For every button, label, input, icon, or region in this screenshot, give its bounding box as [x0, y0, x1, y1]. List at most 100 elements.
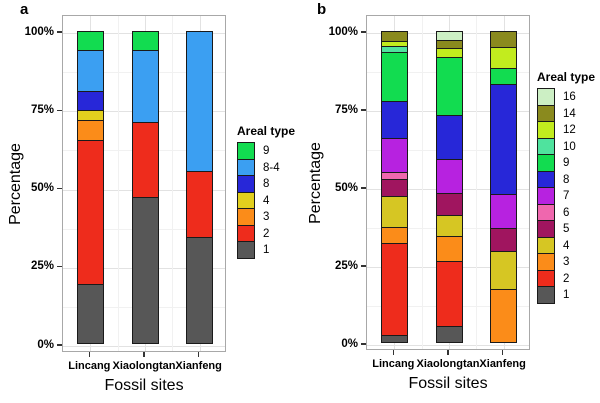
- legend-label-4: 4: [263, 194, 270, 207]
- legend-swatch-4: [537, 236, 555, 254]
- segment-type-9: [132, 31, 158, 52]
- legend-swatch-3: [537, 253, 555, 271]
- segment-type-7: [381, 138, 407, 173]
- segment-type-2: [132, 123, 158, 199]
- legend-item-10: 10: [537, 137, 595, 155]
- segment-type-10: [381, 47, 407, 53]
- legend-item-4: 4: [237, 191, 295, 209]
- legend-item-8-4: 8-4: [237, 158, 295, 176]
- segment-type-14: [436, 40, 462, 49]
- legend-item-3: 3: [537, 253, 595, 271]
- y-tick-label: 0%: [37, 338, 54, 351]
- legend-label-12: 12: [563, 124, 576, 137]
- y-tick-label: 50%: [334, 181, 358, 194]
- bar-lincang: [76, 31, 104, 344]
- x-category-label: Xianfeng: [175, 360, 222, 372]
- x-category-label: Xiaolongtan: [416, 358, 480, 370]
- plot-area-a: [62, 15, 226, 352]
- segment-type-12: [381, 41, 407, 48]
- legend-swatch-16: [537, 88, 555, 106]
- legend-swatch-2: [237, 224, 255, 242]
- bar-xiaolongtan: [131, 31, 159, 344]
- legend-item-2: 2: [537, 269, 595, 287]
- legend-label-8: 8: [263, 178, 270, 191]
- legend-swatch-1: [237, 241, 255, 259]
- bar-xiaolongtan: [435, 31, 463, 343]
- legend-item-4: 4: [537, 236, 595, 254]
- legend-items: 9 8-4 8 4 3 2 1: [237, 142, 295, 259]
- legend-swatch-3: [237, 208, 255, 226]
- segment-type-6: [381, 172, 407, 180]
- segment-type-7: [491, 195, 517, 230]
- legend-swatch-9: [237, 142, 255, 160]
- segment-type-5: [436, 194, 462, 216]
- panel-b: b Percentage Fossil sites Areal type 16 1…: [300, 0, 600, 403]
- segment-type-2: [381, 243, 407, 337]
- segment-type-16: [436, 32, 462, 41]
- legend-title: Areal type: [537, 70, 596, 84]
- panel-letter-a: a: [20, 1, 29, 18]
- segment-type-4: [77, 111, 103, 122]
- legend-label-3: 3: [563, 256, 570, 269]
- legend-swatch-8: [537, 170, 555, 188]
- legend-item-9: 9: [537, 154, 595, 172]
- segment-type-5: [381, 179, 407, 197]
- segment-type-4: [381, 196, 407, 228]
- legend-item-2: 2: [237, 224, 295, 242]
- legend-label-3: 3: [263, 211, 270, 224]
- legend-swatch-9: [537, 154, 555, 172]
- legend-item-12: 12: [537, 121, 595, 139]
- x-axis-title: Fossil sites: [408, 375, 488, 392]
- segment-type-8: [436, 115, 462, 160]
- gridline-major-h: [367, 345, 529, 346]
- x-axis-title: Fossil sites: [104, 377, 184, 394]
- legend-item-6: 6: [537, 203, 595, 221]
- legend-label-6: 6: [563, 206, 570, 219]
- y-tick-mark: [57, 31, 62, 33]
- segment-type-9: [436, 57, 462, 116]
- legend-swatch-5: [537, 220, 555, 238]
- legend-swatch-8-4: [237, 158, 255, 176]
- segment-type-3: [436, 236, 462, 262]
- segment-type-3: [77, 121, 103, 141]
- legend-swatch-12: [537, 121, 555, 139]
- legend-item-7: 7: [537, 187, 595, 205]
- legend-item-14: 14: [537, 104, 595, 122]
- segment-type-7: [436, 160, 462, 194]
- y-tick-mark: [361, 343, 366, 345]
- legend-label-1: 1: [563, 289, 570, 302]
- segment-type-1: [436, 327, 462, 342]
- legend-items: 16 14 12 10 9 8 7 6 5 4 3 2 1: [537, 88, 595, 304]
- segment-type-1: [132, 198, 158, 343]
- segment-type-8-4: [187, 32, 213, 173]
- segment-type-2: [436, 261, 462, 327]
- legend-label-2: 2: [563, 272, 570, 285]
- legend-a: Areal type 9 8-4 8 4 3 2 1: [237, 124, 295, 259]
- y-tick-mark: [361, 187, 366, 189]
- legend-label-7: 7: [563, 190, 570, 203]
- segment-type-1: [187, 237, 213, 343]
- segment-type-14: [381, 32, 407, 42]
- segment-type-9: [381, 52, 407, 102]
- legend-label-5: 5: [563, 223, 570, 236]
- x-tick-mark: [143, 352, 145, 357]
- y-tick-label: 100%: [328, 25, 358, 38]
- bar-lincang: [380, 31, 408, 343]
- legend-item-1: 1: [537, 286, 595, 304]
- legend-label-9: 9: [263, 145, 270, 158]
- legend-item-3: 3: [237, 208, 295, 226]
- segment-type-1: [381, 336, 407, 342]
- segment-type-8-4: [132, 51, 158, 124]
- gridline-minor-v: [421, 16, 423, 349]
- bar-xianfeng: [186, 31, 214, 344]
- x-tick-mark: [447, 350, 449, 355]
- legend-swatch-8: [237, 175, 255, 193]
- legend-swatch-10: [537, 137, 555, 155]
- legend-item-9: 9: [237, 142, 295, 160]
- y-tick-mark: [361, 109, 366, 111]
- x-category-label: Xiaolongtan: [112, 360, 176, 372]
- legend-item-5: 5: [537, 220, 595, 238]
- segment-type-4: [436, 216, 462, 237]
- segment-type-8: [77, 91, 103, 112]
